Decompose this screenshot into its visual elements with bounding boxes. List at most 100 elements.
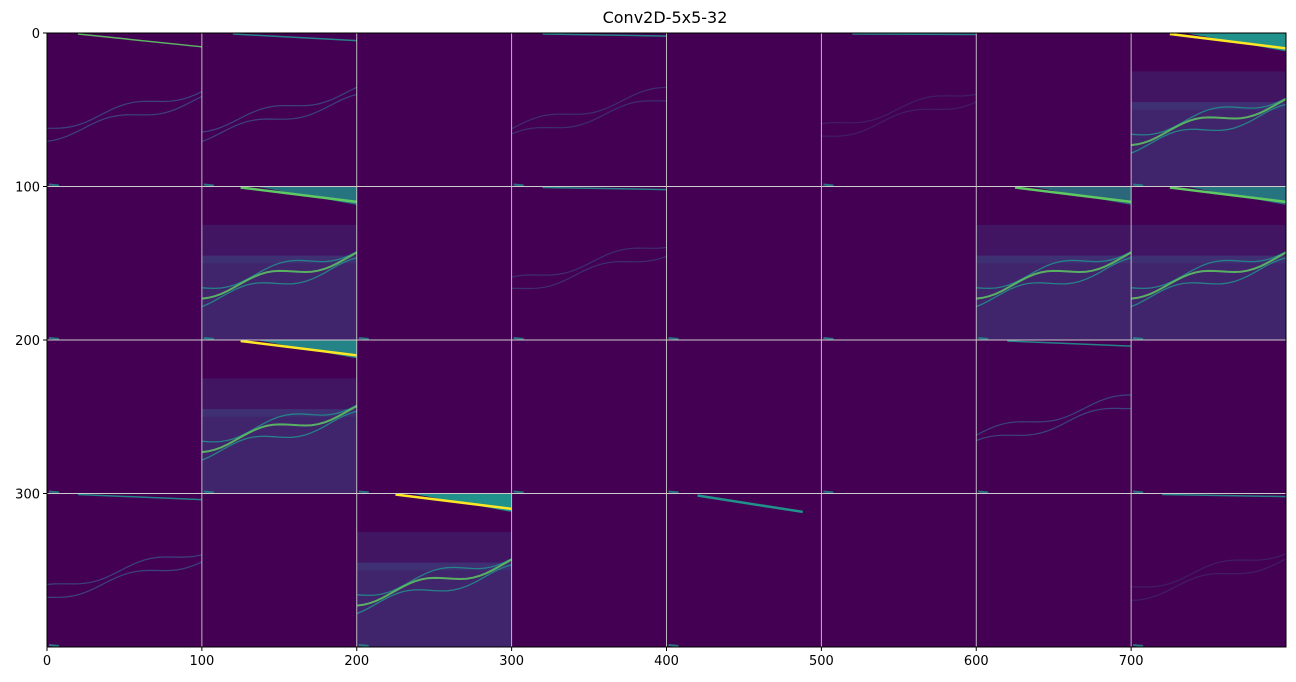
- corner-activation: [823, 183, 834, 187]
- layer-curve: [201, 251, 358, 300]
- layer-curve: [47, 91, 203, 129]
- feature-map-tile: [201, 339, 358, 494]
- x-tick-label: 100: [189, 654, 214, 669]
- x-tick-label: 400: [654, 654, 679, 669]
- feature-map-tile: [1130, 186, 1286, 340]
- layer-curve: [1131, 558, 1286, 601]
- corner-activation: [358, 490, 369, 494]
- edge-line: [1169, 186, 1286, 204]
- corner-activation: [1133, 644, 1144, 647]
- layer-curve: [47, 554, 203, 586]
- layer-curve: [1131, 251, 1286, 290]
- corner-activation: [513, 490, 524, 494]
- edge-line: [697, 494, 803, 514]
- edge-activation: [256, 340, 357, 359]
- layer-curve: [201, 410, 357, 461]
- chart-title: Conv2D-5x5-32: [603, 8, 728, 27]
- layer-curve: [201, 251, 358, 290]
- x-tick-label: 700: [1119, 654, 1144, 669]
- corner-activation: [48, 183, 60, 187]
- layer-curve: [976, 407, 1132, 442]
- feature-map-tile: [201, 33, 358, 187]
- layer-curve: [976, 251, 1132, 300]
- layer-curve: [821, 93, 977, 125]
- edge-activation: [410, 493, 512, 512]
- layer-curve: [356, 558, 513, 607]
- edge-line: [77, 33, 202, 48]
- feature-map-tile: [47, 493, 203, 647]
- y-tick-label: 200: [15, 334, 40, 349]
- y-axis: 0 100 200 300: [15, 27, 47, 503]
- activation-region: [356, 531, 512, 571]
- corner-activation: [358, 644, 369, 647]
- corner-activation: [668, 337, 679, 340]
- grid-lines: [47, 33, 1286, 647]
- corner-activation: [48, 490, 60, 494]
- feature-map-tile: [823, 490, 834, 494]
- x-tick-label: 500: [809, 654, 834, 669]
- x-tick-label: 200: [344, 654, 369, 669]
- corner-activation: [203, 337, 214, 340]
- layer-curve: [356, 564, 512, 615]
- corner-activation: [1133, 490, 1144, 494]
- layer-curve: [201, 405, 358, 454]
- corner-activation: [48, 644, 60, 647]
- feature-map-tile: [48, 490, 60, 494]
- edge-line: [1162, 493, 1286, 498]
- feature-map-tile: [1130, 33, 1286, 187]
- y-tick-label: 0: [32, 27, 40, 42]
- edge-line: [542, 186, 667, 191]
- feature-map-tile: [821, 33, 977, 187]
- feature-map-tile: [356, 493, 513, 647]
- corner-activation: [668, 490, 679, 494]
- layer-curve: [976, 257, 1132, 308]
- edge-line: [1169, 33, 1286, 50]
- layer-curve: [1130, 251, 1286, 300]
- layer-curve: [1131, 97, 1286, 136]
- feature-map-tile: [513, 490, 524, 494]
- corner-activation: [203, 183, 214, 187]
- layer-curve: [1130, 98, 1286, 147]
- edge-line: [240, 186, 357, 204]
- corner-activation: [978, 337, 989, 340]
- layer-curve: [201, 86, 358, 133]
- layer-curve: [201, 404, 358, 443]
- corner-activation: [203, 490, 214, 494]
- activation-region: [1131, 224, 1286, 264]
- edge-line: [1007, 340, 1132, 347]
- corner-activation: [48, 337, 60, 340]
- activation-region: [976, 224, 1132, 264]
- layer-curve: [1131, 553, 1286, 588]
- feature-map-tile: [511, 33, 667, 187]
- edge-line: [852, 33, 977, 36]
- layer-curve: [1130, 257, 1286, 308]
- feature-map-tile: [976, 186, 1132, 340]
- layer-curve: [976, 394, 1132, 436]
- corner-activation: [1133, 337, 1144, 340]
- feature-map-tile: [668, 490, 679, 494]
- edge-line: [1014, 186, 1132, 204]
- layer-curve: [356, 558, 512, 597]
- edge-line: [232, 33, 357, 42]
- layer-curve: [511, 255, 667, 290]
- layer-curve: [511, 86, 667, 130]
- corner-activation: [358, 337, 369, 340]
- edge-line: [77, 493, 202, 501]
- feature-map-tile: [48, 337, 60, 340]
- feature-map-tile: [358, 490, 369, 494]
- edge-line: [395, 493, 512, 511]
- corner-activation: [823, 490, 834, 494]
- x-axis: 0 100 200 300 400 500 600 700: [43, 647, 1144, 669]
- edge-line: [240, 339, 357, 357]
- layer-curve: [201, 257, 357, 308]
- x-tick-label: 300: [499, 654, 524, 669]
- x-tick-label: 0: [43, 654, 51, 669]
- y-tick-label: 300: [15, 488, 40, 503]
- corner-activation: [513, 337, 524, 340]
- layer-curve: [511, 246, 667, 278]
- layer-curve: [511, 100, 667, 135]
- layer-curve: [201, 93, 357, 143]
- layer-curve: [821, 101, 977, 137]
- y-tick-label: 100: [15, 181, 40, 196]
